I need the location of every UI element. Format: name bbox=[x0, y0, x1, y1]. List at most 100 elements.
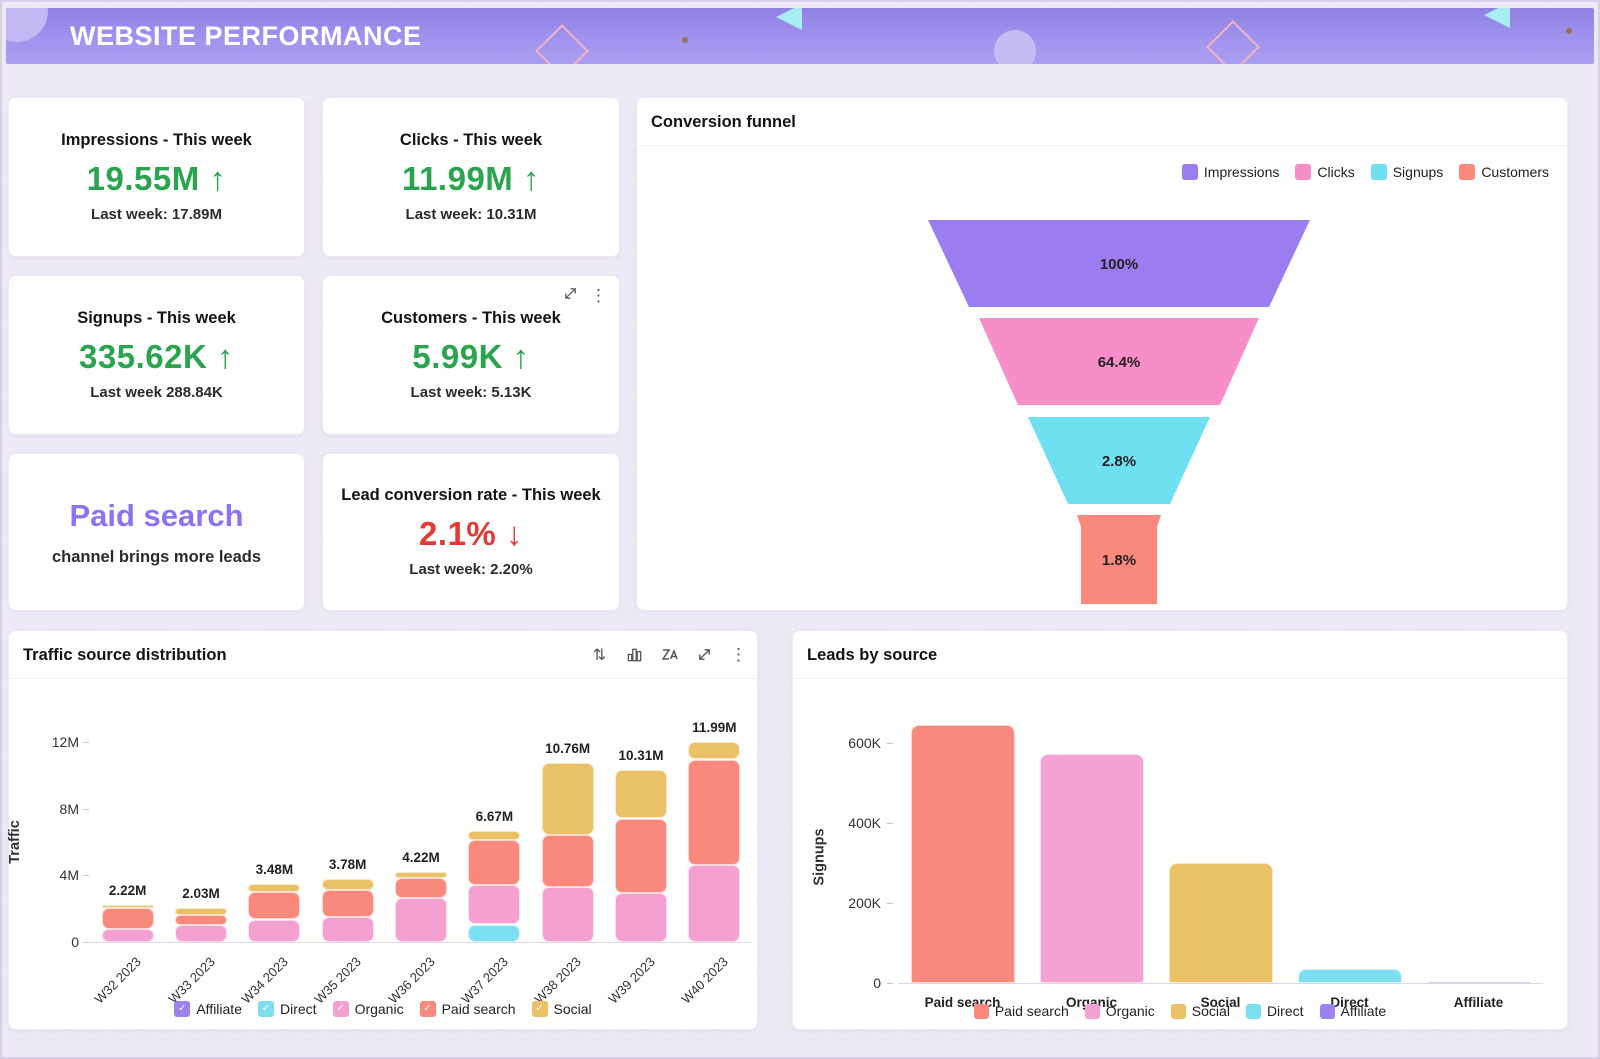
legend-label: Organic bbox=[1105, 1003, 1155, 1019]
kpi-card-clicks: Clicks - This week 11.99M ↑ Last week: 1… bbox=[322, 97, 620, 257]
leads-panel: Leads by source Signups 0 200K 400K 600K Pai… bbox=[792, 630, 1568, 1030]
bar-affiliate[interactable] bbox=[1426, 982, 1531, 984]
bar-segment-organic[interactable] bbox=[688, 865, 741, 942]
legend-checkbox-checked-icon[interactable]: ✓ bbox=[419, 1001, 436, 1017]
bar-segment-organic[interactable] bbox=[395, 897, 447, 942]
legend-item-paid-search[interactable]: Paid search bbox=[973, 1003, 1069, 1019]
y-tick-label: 0 bbox=[71, 934, 79, 950]
bar-segment-paid-search[interactable] bbox=[615, 818, 667, 893]
legend-item-paid-search[interactable]: ✓ Paid search bbox=[419, 1001, 516, 1017]
legend-item-customers[interactable]: Customers bbox=[1459, 164, 1549, 180]
legend-label: Direct bbox=[1266, 1003, 1304, 1019]
bar-segment-social[interactable] bbox=[688, 742, 741, 760]
chart-type-icon[interactable] bbox=[625, 645, 644, 664]
bar-segment-social[interactable] bbox=[175, 908, 227, 915]
y-tick-mark bbox=[887, 743, 893, 744]
legend-label: Customers bbox=[1481, 164, 1549, 180]
zia-insights-icon[interactable] bbox=[660, 645, 679, 664]
bar-direct[interactable] bbox=[1297, 969, 1402, 983]
legend-item-direct[interactable]: ✓ Direct bbox=[258, 1001, 317, 1017]
header-banner: WEBSITE PERFORMANCE bbox=[6, 8, 1594, 64]
funnel-stage-customers[interactable] bbox=[1077, 515, 1161, 604]
bar-segment-organic[interactable] bbox=[615, 892, 667, 942]
x-axis-label: W33 2023 bbox=[165, 954, 218, 1007]
legend-checkbox-checked-icon[interactable]: ✓ bbox=[332, 1001, 349, 1017]
bar-total-label: 3.78M bbox=[328, 857, 367, 872]
y-tick-label: 0 bbox=[873, 975, 881, 991]
expand-icon[interactable] bbox=[563, 286, 578, 306]
bar-segment-social[interactable] bbox=[395, 871, 447, 878]
bar-total-label: 3.48M bbox=[255, 862, 294, 877]
bar-segment-direct[interactable] bbox=[468, 924, 521, 942]
bar-segment-paid-search[interactable] bbox=[541, 835, 594, 887]
panel-header: Traffic source distribution ⇅ ⋮ bbox=[9, 631, 757, 679]
legend-item-impressions[interactable]: Impressions bbox=[1181, 164, 1279, 180]
legend-item-social[interactable]: Social bbox=[1170, 1003, 1230, 1019]
funnel-stage-signups[interactable] bbox=[1028, 417, 1210, 504]
bar-segment-paid-search[interactable] bbox=[175, 914, 227, 926]
trend-up-arrow-icon: ↑ bbox=[209, 160, 227, 197]
traffic-legend: ✓ Affiliate ✓ Direct ✓ Organic ✓ Paid search ✓ So… bbox=[9, 1001, 757, 1017]
kebab-menu-icon[interactable]: ⋮ bbox=[730, 644, 747, 664]
bar-segment-social[interactable] bbox=[541, 762, 594, 836]
legend-checkbox-checked-icon[interactable]: ✓ bbox=[258, 1001, 274, 1017]
bar-segment-paid-search[interactable] bbox=[688, 759, 741, 866]
legend-checkbox-checked-icon[interactable]: ✓ bbox=[531, 1001, 548, 1017]
bar-segment-social[interactable] bbox=[321, 879, 374, 891]
legend-item-organic[interactable]: ✓ Organic bbox=[332, 1001, 404, 1017]
bar-paid-search[interactable] bbox=[910, 725, 1015, 983]
legend-label: Signups bbox=[1392, 164, 1444, 180]
legend-item-direct[interactable]: Direct bbox=[1245, 1003, 1304, 1019]
funnel-panel: Conversion funnel Impressions Clicks Signu… bbox=[636, 97, 1568, 611]
bar-segment-organic[interactable] bbox=[321, 917, 374, 942]
decor-triangle-icon bbox=[1484, 8, 1510, 28]
legend-label: Paid search bbox=[441, 1001, 516, 1017]
expand-icon[interactable] bbox=[695, 645, 714, 664]
bar-segment-paid-search[interactable] bbox=[468, 840, 521, 886]
bar-segment-paid-search[interactable] bbox=[248, 892, 301, 920]
legend-item-clicks[interactable]: Clicks bbox=[1295, 164, 1355, 180]
legend-item-social[interactable]: ✓ Social bbox=[531, 1001, 592, 1017]
bar-total-label: 6.67M bbox=[475, 808, 514, 824]
bar-segment-organic[interactable] bbox=[175, 925, 227, 942]
panel-header: Conversion funnel bbox=[637, 98, 1567, 146]
kpi-value: 335.62K ↑ bbox=[79, 338, 234, 375]
funnel-stage-clicks[interactable] bbox=[979, 318, 1259, 405]
legend-item-affiliate[interactable]: Affiliate bbox=[1319, 1003, 1386, 1019]
bar-organic[interactable] bbox=[1039, 754, 1144, 983]
bar-segment-paid-search[interactable] bbox=[321, 890, 374, 917]
bar-segment-paid-search[interactable] bbox=[101, 907, 154, 929]
kpi-card-signups: Signups - This week 335.62K ↑ Last week … bbox=[8, 275, 305, 435]
panel-title: Leads by source bbox=[807, 646, 938, 664]
kebab-menu-icon[interactable]: ⋮ bbox=[590, 286, 607, 305]
bar-social[interactable] bbox=[1168, 863, 1273, 983]
legend-item-signups[interactable]: Signups bbox=[1370, 164, 1444, 180]
legend-item-affiliate[interactable]: ✓ Affiliate bbox=[174, 1001, 242, 1017]
insight-headline: Paid search bbox=[69, 497, 244, 533]
legend-swatch bbox=[1084, 1003, 1100, 1019]
x-axis-label: W34 2023 bbox=[238, 954, 291, 1007]
bar-total-label: 2.03M bbox=[182, 886, 220, 902]
bar-segment-organic[interactable] bbox=[248, 919, 301, 942]
bar-segment-social[interactable] bbox=[468, 830, 521, 840]
bar-segment-social[interactable] bbox=[101, 905, 154, 908]
funnel-stage-value: 1.8% bbox=[1102, 552, 1136, 569]
bar-segment-organic[interactable] bbox=[468, 885, 521, 925]
decor-dot-icon bbox=[682, 37, 688, 43]
kpi-value: 11.99M ↑ bbox=[402, 160, 540, 197]
legend-item-organic[interactable]: Organic bbox=[1084, 1003, 1155, 1019]
x-axis-line bbox=[91, 942, 751, 943]
bar-segment-social[interactable] bbox=[615, 770, 667, 819]
sort-icon[interactable]: ⇅ bbox=[592, 646, 607, 664]
trend-up-arrow-icon: ↑ bbox=[512, 338, 530, 375]
bar-segment-organic[interactable] bbox=[541, 887, 594, 942]
bar-segment-organic[interactable] bbox=[101, 928, 154, 942]
trend-up-arrow-icon: ↑ bbox=[216, 338, 234, 375]
bar-segment-paid-search[interactable] bbox=[395, 877, 447, 898]
legend-checkbox-checked-icon[interactable]: ✓ bbox=[174, 1001, 191, 1017]
funnel-stage-impressions[interactable] bbox=[928, 220, 1310, 307]
panel-title: Conversion funnel bbox=[651, 113, 796, 131]
legend-label: Organic bbox=[354, 1001, 404, 1017]
bar-segment-social[interactable] bbox=[248, 884, 301, 893]
x-axis-label: W39 2023 bbox=[605, 954, 658, 1007]
